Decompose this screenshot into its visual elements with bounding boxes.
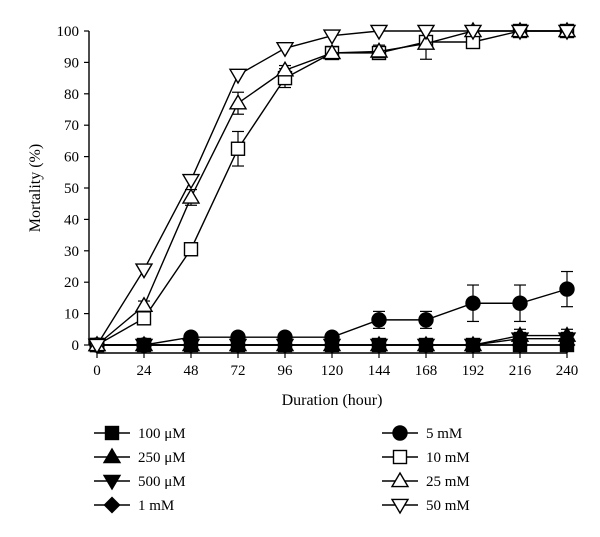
legend-label: 1 mM (138, 498, 174, 514)
data-point (136, 337, 152, 353)
x-tick-label: 48 (184, 363, 199, 379)
y-tick-label: 60 (64, 150, 79, 166)
legend-marker (392, 425, 408, 441)
data-point (369, 42, 389, 58)
data-point (183, 242, 199, 257)
legend-item: 25 mM (382, 471, 470, 490)
x-tick-label: 168 (415, 363, 438, 379)
data-point (322, 29, 342, 46)
y-tick-label: 100 (57, 24, 80, 40)
data-point (277, 329, 293, 345)
x-tick-label: 96 (278, 363, 294, 379)
legend-marker (390, 498, 410, 515)
legend-label: 25 mM (426, 474, 470, 490)
data-point (230, 141, 246, 156)
data-point (134, 296, 154, 313)
series-8 (87, 24, 577, 355)
data-point (511, 336, 529, 354)
y-tick-label: 30 (64, 244, 79, 260)
series-layer (87, 21, 577, 355)
x-tick-label: 192 (462, 363, 485, 379)
series-line (96, 30, 567, 346)
axes (88, 31, 567, 354)
data-point (464, 336, 482, 354)
data-point (510, 24, 530, 41)
y-axis-title: Mortality (%) (27, 144, 44, 232)
legend-item: 1 mM (94, 496, 174, 514)
legend-label: 50 mM (426, 498, 470, 514)
data-point (183, 329, 199, 345)
legend-marker (390, 471, 410, 488)
data-point (369, 24, 389, 41)
x-axis-title: Duration (hour) (282, 392, 383, 409)
data-point (417, 336, 435, 354)
data-point (371, 312, 387, 328)
data-point (275, 60, 295, 77)
y-tick-label: 0 (72, 338, 80, 354)
x-tick-label: 120 (321, 363, 344, 379)
x-tick-label: 144 (368, 363, 391, 379)
legend-label: 10 mM (426, 450, 470, 466)
data-point (512, 295, 528, 311)
legend-marker (102, 474, 122, 491)
data-point (134, 263, 154, 280)
series-line (96, 30, 567, 346)
data-point (559, 281, 575, 297)
data-point (370, 336, 388, 354)
series-7 (87, 21, 577, 352)
y-tick-label: 50 (64, 181, 79, 197)
axis-ticks: 0 24 48 72 96 120 144 168 192 216 240 0 10 20 30 40 50 60… (57, 24, 579, 379)
data-point (557, 24, 577, 41)
y-tick-label: 10 (64, 307, 79, 323)
legend-item: 100 μM (94, 425, 186, 442)
y-tick-label: 90 (64, 55, 79, 71)
data-point (275, 41, 295, 58)
y-tick-label: 20 (64, 275, 79, 291)
legend-item: 500 μM (94, 474, 186, 491)
legend-marker (392, 449, 408, 465)
legend-item: 10 mM (382, 449, 470, 466)
series-line (96, 30, 567, 346)
data-point (228, 93, 248, 110)
data-point (136, 311, 152, 326)
data-point (416, 34, 436, 50)
legend-marker (102, 447, 122, 464)
x-tick-label: 0 (93, 363, 101, 379)
series-6 (89, 23, 575, 353)
y-tick-label: 40 (64, 212, 79, 228)
legend: 100 μM 250 μM 500 μM 1 mM 5 mM 10 mM 25 mM 50 m… (94, 425, 470, 515)
data-point (322, 43, 342, 60)
y-tick-label: 70 (64, 118, 79, 134)
legend-item: 250 μM (94, 447, 186, 466)
x-tick-label: 216 (509, 363, 532, 379)
legend-item: 50 mM (382, 498, 470, 515)
data-point (230, 329, 246, 345)
data-point (418, 312, 434, 328)
legend-label: 5 mM (426, 426, 462, 442)
x-tick-label: 72 (231, 363, 246, 379)
data-point (228, 68, 248, 85)
legend-label: 100 μM (138, 426, 186, 442)
data-point (181, 173, 201, 190)
x-tick-label: 24 (137, 363, 153, 379)
data-point (463, 24, 483, 41)
data-point (181, 188, 201, 204)
legend-label: 250 μM (138, 450, 186, 466)
legend-item: 5 mM (382, 425, 462, 442)
data-point (324, 329, 340, 345)
x-tick-label: 240 (556, 363, 579, 379)
y-tick-label: 80 (64, 87, 79, 103)
legend-marker (104, 425, 120, 441)
data-point (558, 336, 576, 354)
data-point (416, 24, 436, 41)
legend-label: 500 μM (138, 474, 186, 490)
legend-marker (103, 496, 121, 514)
data-point (87, 338, 107, 355)
data-point (465, 295, 481, 311)
